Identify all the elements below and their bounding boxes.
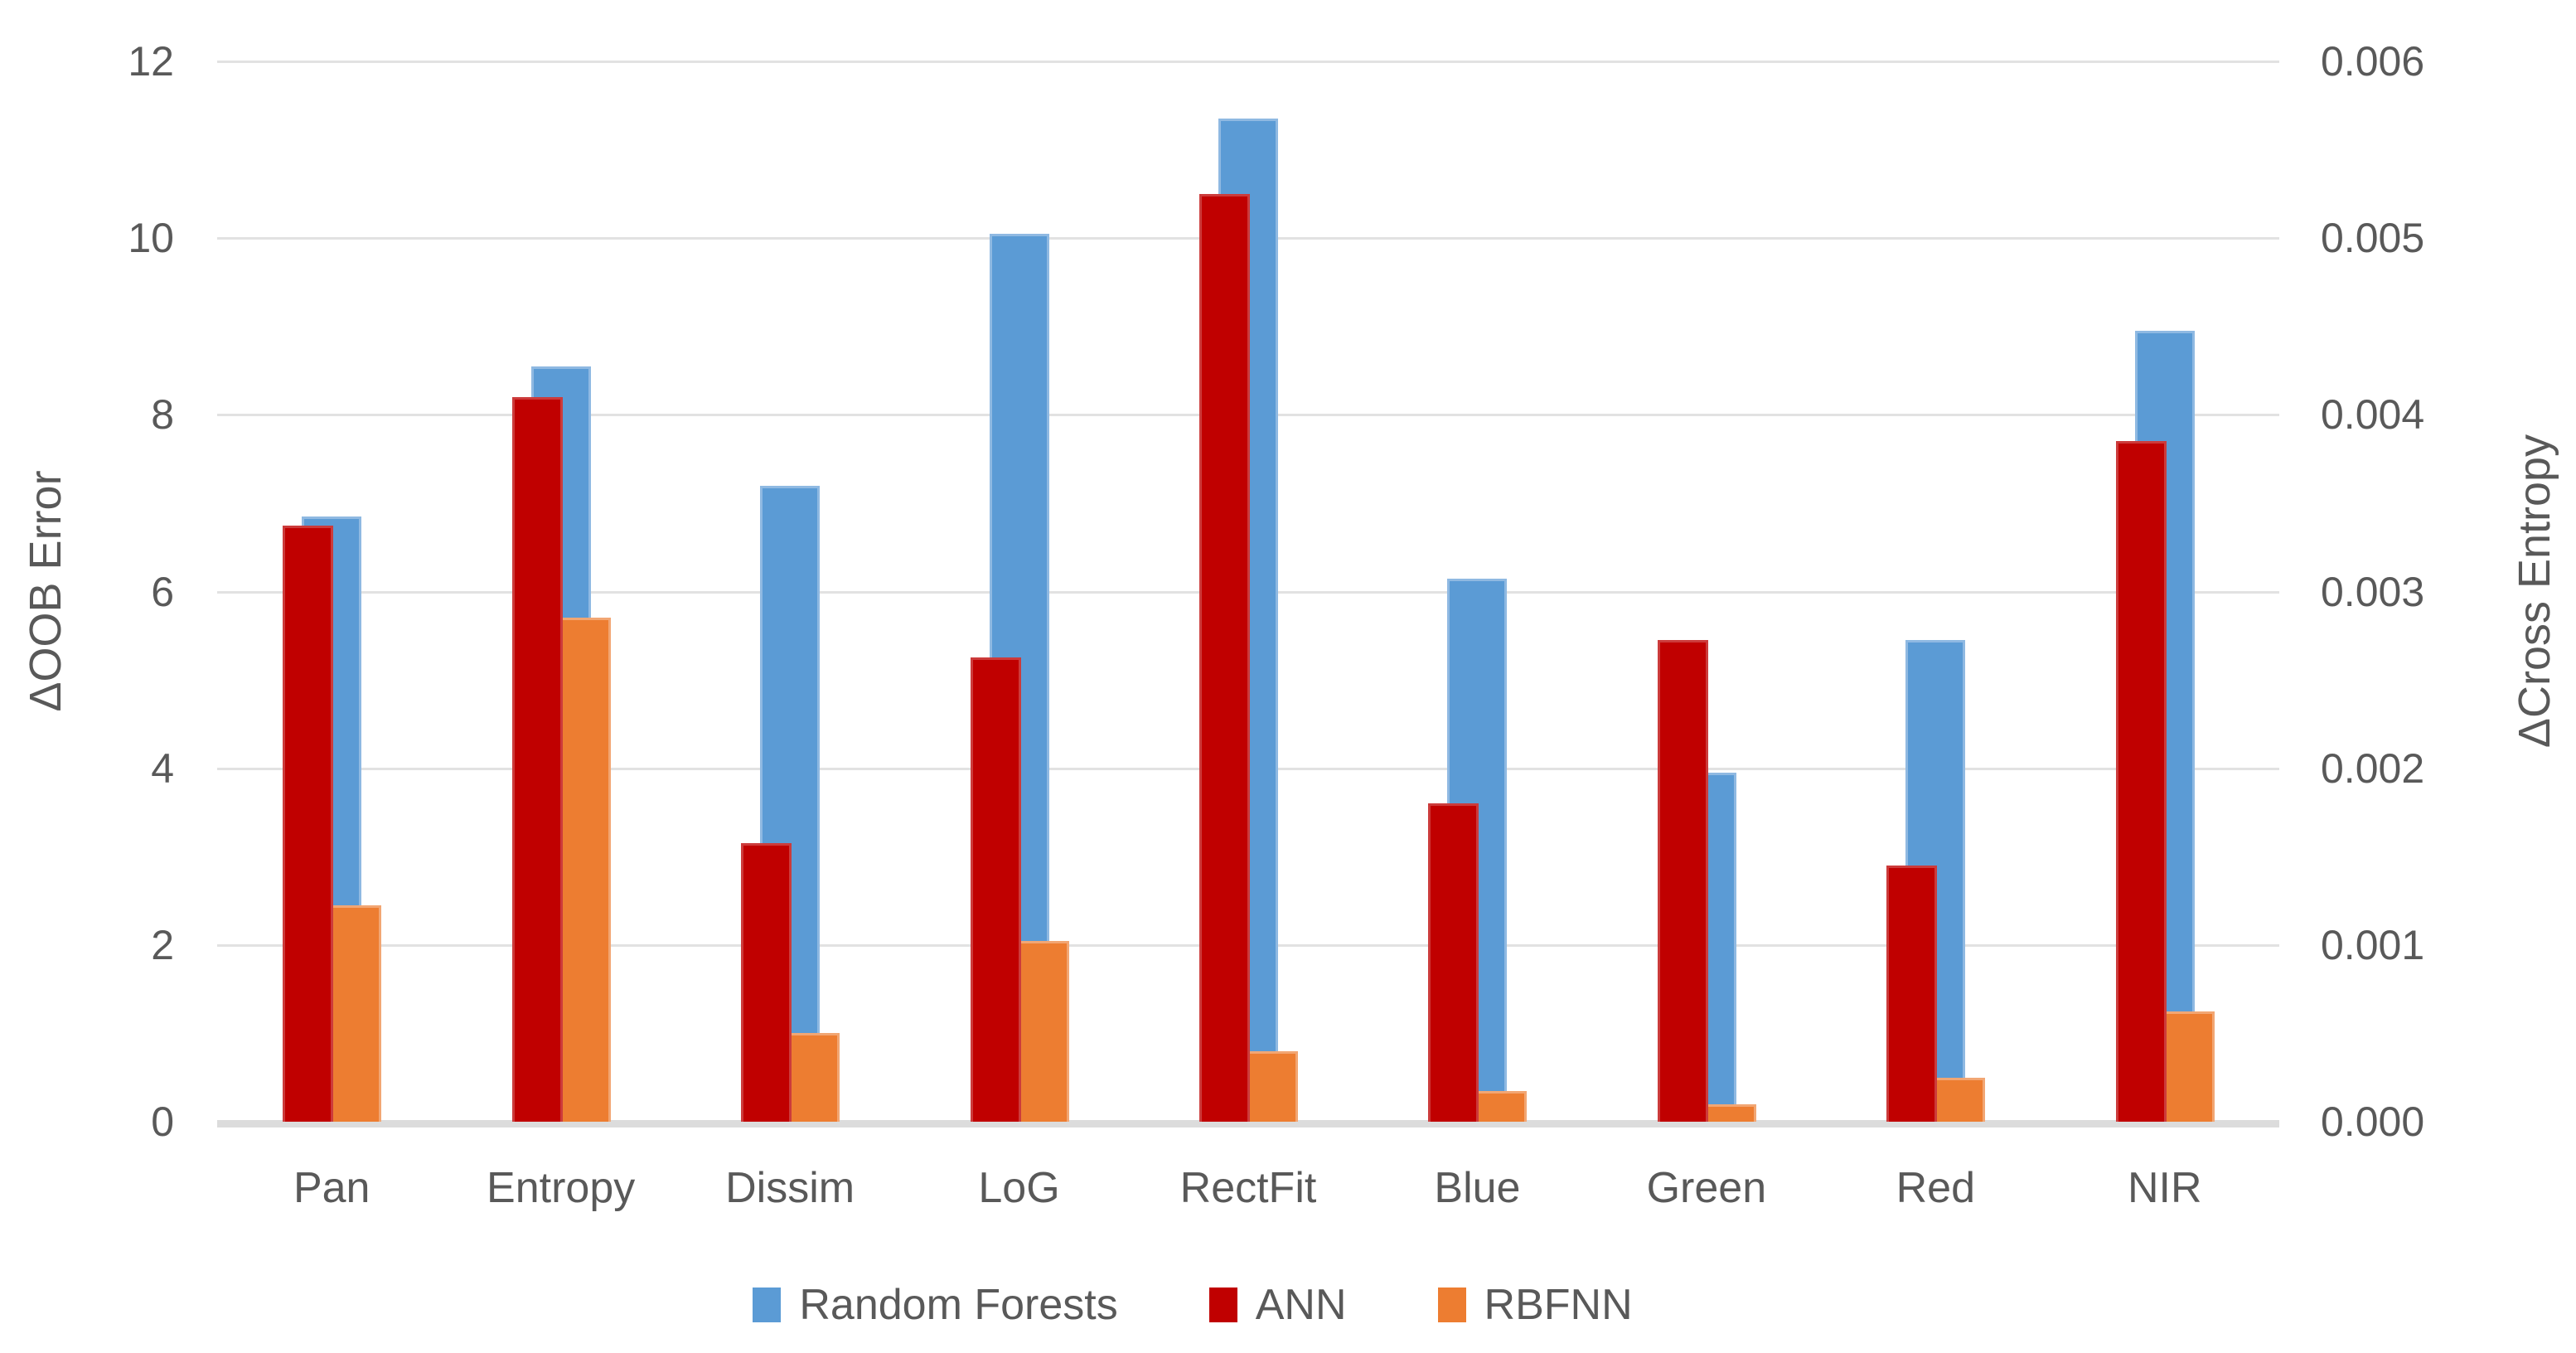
category-label-nir: NIR [2127,1164,2202,1212]
bar-ann-pan [283,525,334,1122]
right-axis-tick-0.002: 0.002 [2321,744,2425,792]
right-axis-title: ΔCross Entropy [2510,434,2559,749]
bar-rbfnn-dissim [788,1033,840,1122]
bar-rbfnn-entropy [559,618,611,1122]
right-axis-tick-0.005: 0.005 [2321,215,2425,262]
left-axis-tick-2: 2 [151,921,174,968]
right-axis-tick-0.006: 0.006 [2321,38,2425,85]
bar-ann-entropy [511,397,563,1122]
legend-swatch-rbfnn [1437,1288,1466,1322]
legend-label: ANN [1255,1281,1347,1329]
bar-ann-rectfit [1199,193,1250,1122]
bar-rbfnn-log [1017,940,1069,1122]
axis-baseline [217,1120,2279,1128]
left-axis-tick-6: 6 [151,568,174,615]
bar-ann-blue [1428,803,1479,1122]
category-label-rectfit: RectFit [1179,1164,1317,1212]
legend-item-ann: ANN [1208,1280,1347,1330]
right-axis-tick-0.003: 0.003 [2321,568,2425,615]
bar-ann-dissim [741,843,792,1122]
left-axis-tick-8: 8 [151,391,174,439]
bar-rbfnn-red [1934,1077,1986,1122]
category-label-log: LoG [978,1164,1060,1212]
left-axis-tick-12: 12 [128,38,174,85]
plot-area [217,61,2279,1128]
right-axis-tick-0.000: 0.000 [2321,1098,2425,1145]
bar-rbfnn-nir [2162,1011,2215,1122]
category-label-red: Red [1896,1164,1976,1212]
bar-ann-green [1657,640,1708,1122]
left-axis-tick-0: 0 [151,1098,174,1145]
category-label-pan: Pan [293,1164,370,1212]
bar-ann-red [1886,865,1938,1122]
category-label-entropy: Entropy [487,1164,636,1212]
category-label-blue: Blue [1434,1164,1521,1212]
legend-item-random-forests: Random Forests [753,1280,1118,1330]
right-axis-tick-0.001: 0.001 [2321,921,2425,968]
category-label-green: Green [1646,1164,1767,1212]
bar-rbfnn-pan [330,904,382,1122]
legend-label: RBFNN [1484,1281,1633,1329]
bar-ann-nir [2115,441,2167,1122]
bar-rbfnn-rectfit [1247,1050,1298,1122]
bar-rbfnn-blue [1475,1090,1528,1122]
category-label-dissim: Dissim [725,1164,855,1212]
gridline [217,61,2279,63]
legend-label: Random Forests [799,1281,1118,1329]
legend-item-rbfnn: RBFNN [1437,1280,1633,1330]
bar-ann-log [970,657,1021,1122]
legend-swatch-ann [1208,1288,1237,1322]
legend-swatch-random-forests [753,1288,782,1322]
legend: Random Forests ANN RBFNN [0,1280,2576,1330]
left-axis-tick-4: 4 [151,744,174,792]
left-axis-tick-10: 10 [128,215,174,262]
bar-rbfnn-green [1704,1103,1756,1122]
right-axis-tick-0.004: 0.004 [2321,391,2425,439]
